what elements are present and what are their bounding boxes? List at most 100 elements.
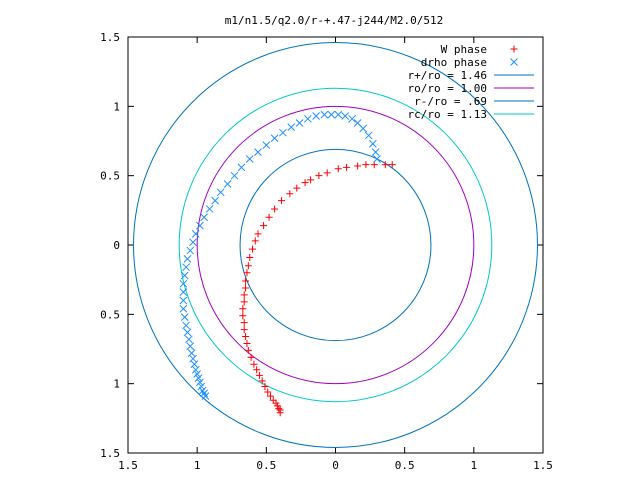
data-point bbox=[388, 161, 396, 169]
data-point bbox=[240, 298, 248, 306]
data-point bbox=[230, 171, 239, 180]
data-point bbox=[200, 389, 208, 398]
data-point bbox=[353, 119, 362, 127]
data-point bbox=[266, 392, 274, 400]
series-drho-phase bbox=[179, 110, 381, 401]
data-point bbox=[354, 162, 362, 170]
data-point bbox=[243, 269, 251, 277]
data-point bbox=[334, 165, 342, 173]
data-point bbox=[240, 326, 248, 334]
data-point bbox=[262, 141, 271, 150]
data-point bbox=[223, 180, 232, 188]
data-point bbox=[245, 155, 254, 163]
data-point bbox=[249, 245, 256, 253]
data-point bbox=[270, 134, 279, 143]
y-tick-label: 1 bbox=[113, 378, 120, 391]
data-point bbox=[327, 110, 336, 119]
data-point bbox=[191, 230, 200, 238]
data-point bbox=[180, 271, 189, 280]
series-W-phase bbox=[239, 161, 396, 417]
x-tick-label: 1.5 bbox=[533, 459, 553, 472]
legend-label: W phase bbox=[441, 43, 487, 56]
y-tick-label: 1.5 bbox=[100, 447, 120, 460]
data-point bbox=[179, 279, 188, 288]
x-tick-label: 0.5 bbox=[395, 459, 415, 472]
circle-r-1 bbox=[196, 105, 475, 385]
data-point bbox=[279, 128, 287, 137]
data-point bbox=[179, 296, 188, 305]
data-point bbox=[271, 205, 279, 213]
y-tick-label: 1.5 bbox=[100, 31, 120, 44]
legend-label: r+/ro = 1.46 bbox=[408, 69, 487, 82]
y-tick-label: 0.5 bbox=[100, 170, 120, 183]
data-point bbox=[197, 382, 206, 391]
legend-label: ro/ro = 1.00 bbox=[408, 82, 487, 95]
data-point bbox=[250, 360, 258, 368]
data-point bbox=[244, 346, 252, 354]
data-point bbox=[244, 262, 252, 270]
data-point bbox=[246, 253, 254, 261]
data-point bbox=[211, 196, 220, 205]
x-tick-label: 0 bbox=[332, 459, 339, 472]
data-point bbox=[186, 246, 195, 255]
data-point bbox=[182, 321, 190, 330]
circle-r-0_69 bbox=[239, 148, 432, 342]
data-point bbox=[293, 184, 301, 192]
data-point bbox=[179, 288, 188, 297]
data-point bbox=[303, 114, 312, 123]
data-point bbox=[251, 237, 259, 245]
data-point bbox=[205, 205, 214, 213]
data-point bbox=[320, 110, 329, 119]
data-point bbox=[265, 213, 273, 221]
data-point bbox=[237, 163, 246, 172]
data-point bbox=[185, 335, 193, 344]
data-point bbox=[343, 163, 351, 171]
data-points bbox=[179, 110, 396, 417]
data-point bbox=[240, 319, 248, 327]
data-point bbox=[190, 360, 199, 369]
data-point bbox=[240, 291, 248, 299]
data-point bbox=[200, 213, 208, 222]
data-point bbox=[371, 148, 380, 156]
x-tick-label: 1.5 bbox=[118, 459, 138, 472]
data-point bbox=[264, 388, 272, 396]
data-point bbox=[179, 304, 188, 313]
legend-swatch bbox=[510, 45, 518, 53]
data-point bbox=[341, 112, 350, 120]
x-tick-label: 0.5 bbox=[256, 459, 276, 472]
data-point bbox=[242, 284, 250, 292]
data-point bbox=[368, 139, 377, 148]
data-point bbox=[364, 131, 373, 140]
legend-label: drho phase bbox=[421, 56, 487, 69]
reference-circles bbox=[133, 42, 538, 448]
data-point bbox=[261, 382, 269, 390]
data-point bbox=[183, 255, 192, 263]
y-tick-label: 0 bbox=[113, 239, 120, 252]
data-point bbox=[243, 339, 251, 347]
data-point bbox=[255, 371, 263, 379]
chart-title: m1/n1.5/q2.0/r-+.47-j244/M2.0/512 bbox=[225, 14, 444, 27]
data-point bbox=[323, 169, 331, 177]
data-point bbox=[334, 110, 343, 119]
data-point bbox=[242, 333, 250, 341]
data-point bbox=[189, 238, 197, 247]
data-point bbox=[254, 148, 262, 156]
data-point bbox=[201, 392, 210, 401]
data-point bbox=[260, 222, 268, 230]
data-point bbox=[286, 190, 294, 198]
data-point bbox=[239, 305, 247, 313]
data-point bbox=[186, 342, 195, 351]
data-point bbox=[189, 354, 197, 363]
data-point bbox=[381, 161, 389, 169]
data-point bbox=[216, 188, 225, 197]
data-point bbox=[196, 221, 204, 230]
legend-swatch bbox=[510, 58, 518, 66]
data-point bbox=[247, 353, 255, 361]
data-point bbox=[258, 377, 266, 385]
axis-ticks: 1.5 1 0.5 0 0.5 1 1.51.510.500.511.5 bbox=[100, 31, 553, 472]
circle-r-1_46 bbox=[133, 42, 538, 448]
data-point bbox=[242, 277, 250, 285]
data-point bbox=[315, 172, 323, 180]
